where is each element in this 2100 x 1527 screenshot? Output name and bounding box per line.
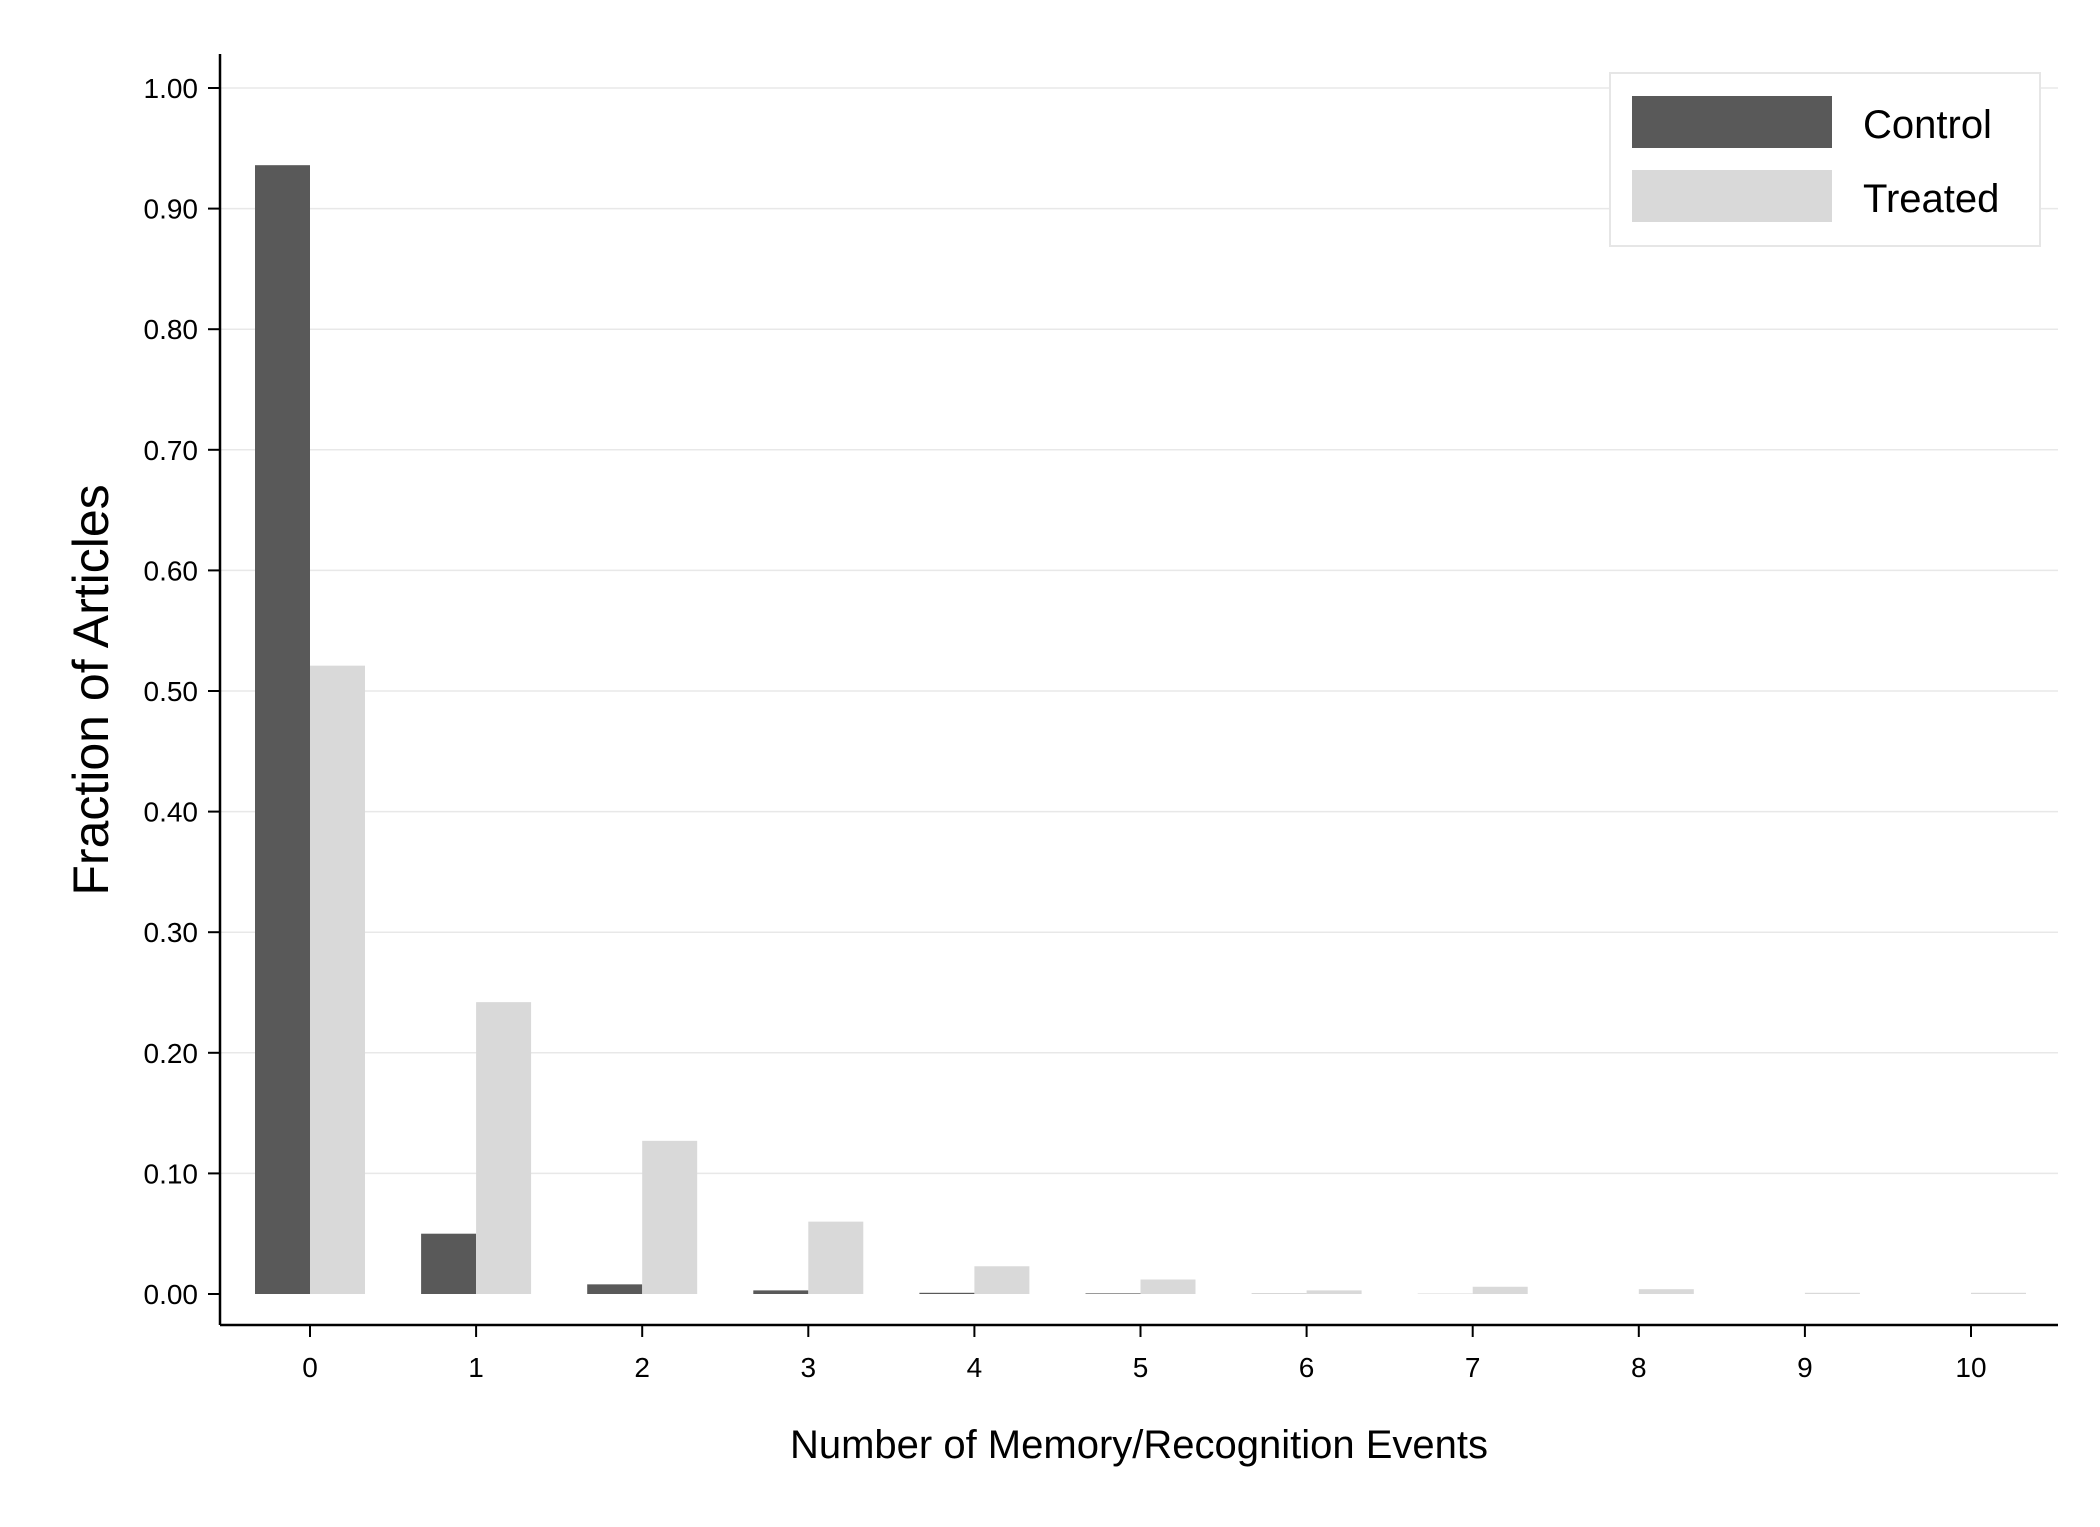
x-tick-label: 4 <box>967 1352 983 1383</box>
bar-control-5 <box>1085 1293 1141 1294</box>
legend: Control Treated <box>1609 72 2041 247</box>
y-tick-label: 0.30 <box>144 917 199 948</box>
y-axis-ticks: 0.00 0.10 0.20 0.30 0.40 0.50 0.60 0.70 0.80 0.90… <box>144 73 220 1310</box>
bar-treated-2 <box>642 1140 698 1294</box>
bar-treated-5 <box>1140 1279 1196 1294</box>
legend-swatch-control <box>1632 96 1832 148</box>
bar-control-3 <box>753 1290 809 1294</box>
bar-control-1 <box>421 1233 477 1294</box>
y-tick-label: 0.20 <box>144 1038 199 1069</box>
axes <box>218 54 2058 1327</box>
bar-treated-9 <box>1804 1292 1860 1294</box>
y-tick-label: 0.10 <box>144 1158 199 1189</box>
bar-treated-1 <box>476 1002 532 1294</box>
legend-label-control: Control <box>1863 103 1992 147</box>
y-tick-label: 0.70 <box>144 435 199 466</box>
x-tick-label: 1 <box>468 1352 484 1383</box>
x-tick-label: 3 <box>801 1352 817 1383</box>
x-axis-title: Number of Memory/Recognition Events <box>790 1423 1488 1467</box>
bar-treated-8 <box>1638 1289 1694 1294</box>
x-tick-label: 10 <box>1955 1352 1986 1383</box>
legend-label-treated: Treated <box>1863 177 1999 221</box>
legend-swatch-treated <box>1632 170 1832 222</box>
bar-treated-6 <box>1306 1290 1362 1294</box>
x-axis-ticks: 0 1 2 3 4 5 6 7 8 9 10 <box>302 1325 1987 1383</box>
bar-treated-7 <box>1472 1286 1528 1294</box>
bar-treated-0 <box>310 665 365 1294</box>
x-tick-label: 7 <box>1465 1352 1481 1383</box>
y-tick-label: 0.40 <box>144 797 199 828</box>
x-tick-label: 2 <box>634 1352 650 1383</box>
bar-treated-4 <box>974 1266 1030 1294</box>
y-tick-label: 0.50 <box>144 676 199 707</box>
y-tick-label: 0.80 <box>144 314 199 345</box>
x-tick-label: 5 <box>1133 1352 1149 1383</box>
x-tick-label: 6 <box>1299 1352 1315 1383</box>
y-tick-label: 1.00 <box>144 73 199 104</box>
x-tick-label: 0 <box>302 1352 318 1383</box>
bars <box>255 165 2026 1295</box>
bar-treated-10 <box>1971 1292 2026 1294</box>
bar-control-4 <box>919 1292 975 1294</box>
y-tick-label: 0.90 <box>144 194 199 225</box>
y-axis-title: Fraction of Articles <box>63 484 119 895</box>
y-tick-label: 0.00 <box>144 1279 199 1310</box>
x-tick-label: 9 <box>1797 1352 1813 1383</box>
bar-control-0 <box>255 165 310 1295</box>
bar-treated-3 <box>808 1221 864 1294</box>
y-tick-label: 0.60 <box>144 555 199 586</box>
x-tick-label: 8 <box>1631 1352 1647 1383</box>
bar-control-2 <box>587 1284 643 1294</box>
